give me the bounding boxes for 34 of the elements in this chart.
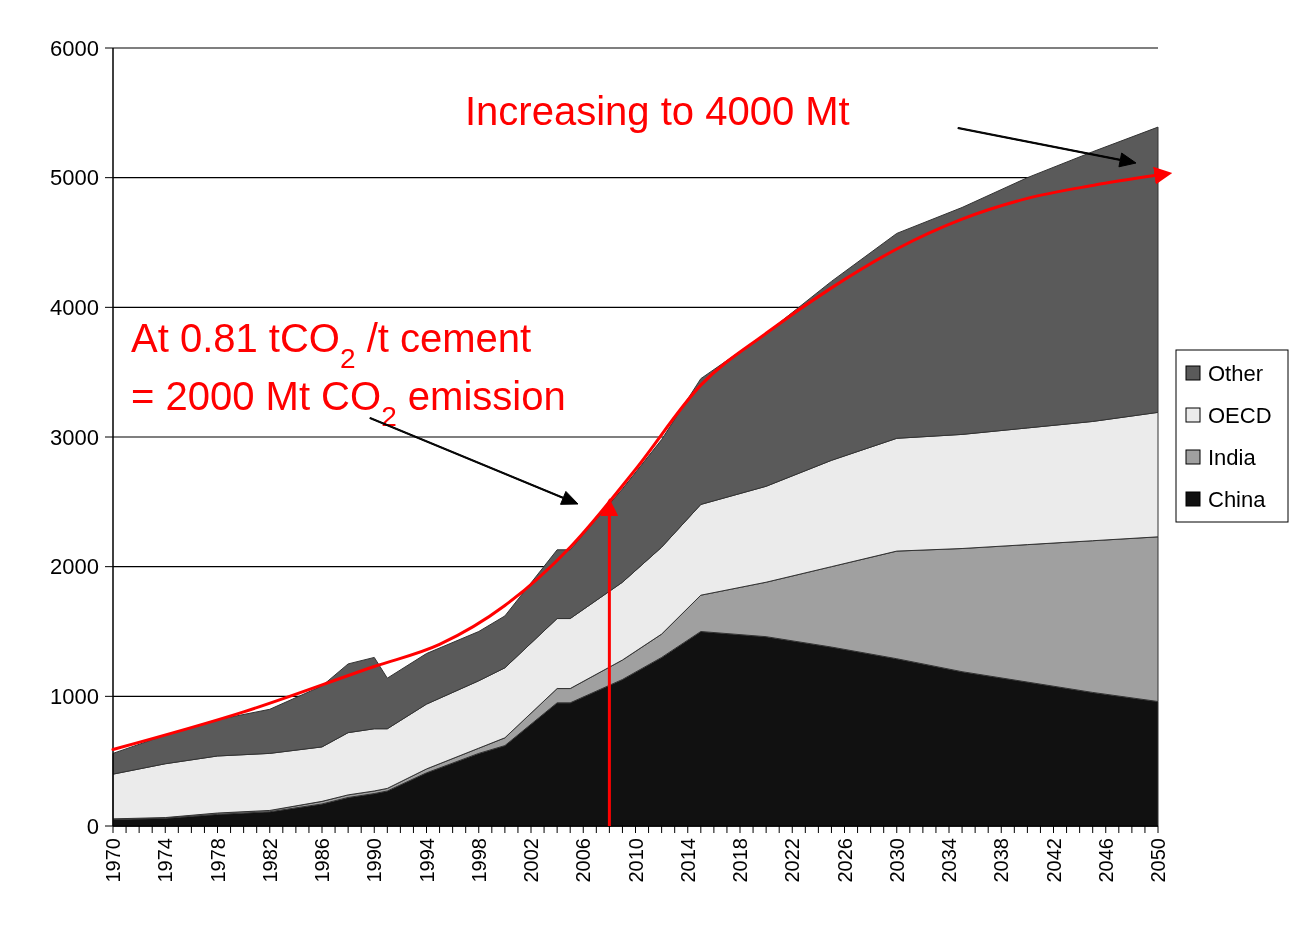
y-tick-label: 1000: [50, 684, 99, 710]
x-tick-label: 2026: [833, 838, 856, 883]
x-tick-label: 1978: [206, 838, 229, 883]
y-tick-label: 2000: [50, 554, 99, 580]
annotation: At 0.81 tCO$_{2}$ /t cement = 2000 Mt CO$_{2}$ emission: [131, 316, 566, 432]
legend-label: Other: [1208, 360, 1264, 386]
legend-label: OECD: [1208, 402, 1272, 428]
x-tick-label: 2046: [1094, 838, 1117, 883]
legend-label: China: [1208, 486, 1267, 512]
x-tick-label: 1998: [467, 838, 490, 883]
x-tick-label: 2018: [729, 838, 751, 883]
x-tick-label: 2042: [1042, 838, 1065, 883]
y-tick-label: 3000: [50, 424, 99, 450]
y-tick-label: 6000: [50, 35, 99, 61]
x-tick-label: 1970: [102, 838, 124, 883]
y-tick-label: 0: [86, 813, 99, 839]
x-tick-label: 2038: [990, 838, 1013, 883]
x-tick-label: 1974: [154, 838, 177, 883]
y-tick-label: 5000: [50, 165, 99, 191]
x-tick-label: 1994: [415, 838, 438, 883]
y-tick-label: 4000: [50, 295, 99, 321]
x-tick-label: 2002: [520, 838, 542, 883]
x-tick-label: 2050: [1147, 838, 1169, 883]
annotation: Increasing to 4000 Mt: [465, 89, 850, 133]
x-tick-label: 1990: [363, 838, 386, 883]
x-tick-label: 2022: [781, 838, 804, 883]
x-tick-label: 2010: [624, 838, 647, 883]
x-tick-label: 2014: [676, 838, 699, 883]
x-tick-label: 1986: [311, 838, 333, 883]
legend-label: India: [1208, 444, 1257, 470]
x-tick-label: 2030: [885, 838, 908, 883]
x-tick-label: 2034: [938, 838, 960, 883]
x-tick-label: 1982: [258, 838, 281, 883]
x-tick-label: 2006: [572, 838, 595, 883]
